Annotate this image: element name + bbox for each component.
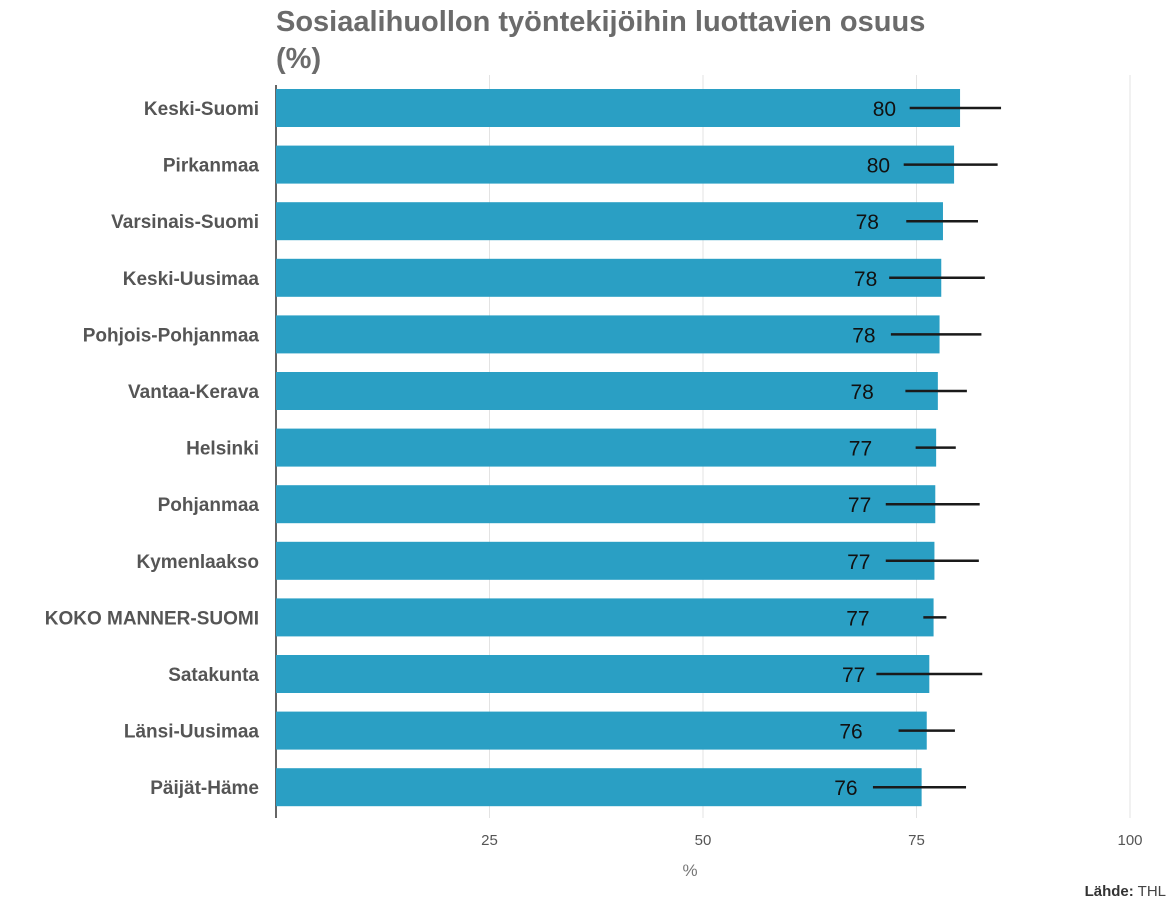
data-label: 78 — [854, 268, 877, 291]
x-tick-label: 100 — [1117, 832, 1142, 849]
bar — [276, 202, 943, 241]
category-label: Helsinki — [186, 439, 259, 460]
data-label: 77 — [842, 664, 865, 687]
x-axis-label: % — [682, 861, 697, 880]
data-label: 76 — [839, 721, 862, 744]
bar — [276, 655, 930, 693]
data-label: 80 — [873, 98, 896, 121]
bar — [276, 541, 935, 580]
category-label: Varsinais-Suomi — [111, 212, 259, 233]
data-label: 80 — [867, 155, 890, 178]
category-label: Vantaa-Kerava — [128, 382, 259, 403]
x-tick-label: 50 — [695, 832, 712, 849]
category-label: Keski-Suomi — [144, 99, 259, 120]
data-label: 77 — [849, 438, 872, 461]
x-tick-label: 25 — [481, 832, 498, 849]
category-label: KOKO MANNER-SUOMI — [45, 608, 259, 629]
bar — [276, 768, 922, 807]
category-label: Keski-Uusimaa — [123, 269, 260, 290]
data-label: 77 — [848, 494, 871, 517]
category-label: Pirkanmaa — [163, 156, 260, 177]
bar — [276, 485, 936, 524]
category-label: Pohjanmaa — [158, 495, 260, 516]
data-label: 78 — [850, 381, 873, 404]
data-label: 78 — [852, 324, 875, 347]
bar — [276, 711, 927, 750]
data-label: 77 — [846, 607, 869, 630]
chart-title: Sosiaalihuollon työntekijöihin luottavie… — [276, 6, 926, 75]
data-label: 78 — [856, 211, 879, 234]
source-note: Lähde: THL — [1085, 883, 1166, 900]
source-label: Lähde: — [1084, 883, 1134, 900]
bar — [276, 598, 934, 637]
category-label: Pohjois-Pohjanmaa — [83, 325, 260, 346]
bar — [276, 258, 942, 297]
data-label: 77 — [847, 551, 870, 574]
category-label: Satakunta — [168, 665, 259, 686]
bar — [276, 372, 938, 410]
category-label: Päijät-Häme — [150, 778, 259, 799]
source-value: THL — [1137, 883, 1166, 900]
bar — [276, 428, 937, 467]
bar — [276, 315, 940, 354]
x-tick-label: 75 — [908, 832, 925, 849]
category-label: Kymenlaakso — [136, 552, 259, 573]
data-label: 76 — [834, 777, 857, 800]
category-label: Länsi-Uusimaa — [124, 722, 260, 743]
bar — [276, 89, 961, 127]
bar — [276, 145, 955, 184]
